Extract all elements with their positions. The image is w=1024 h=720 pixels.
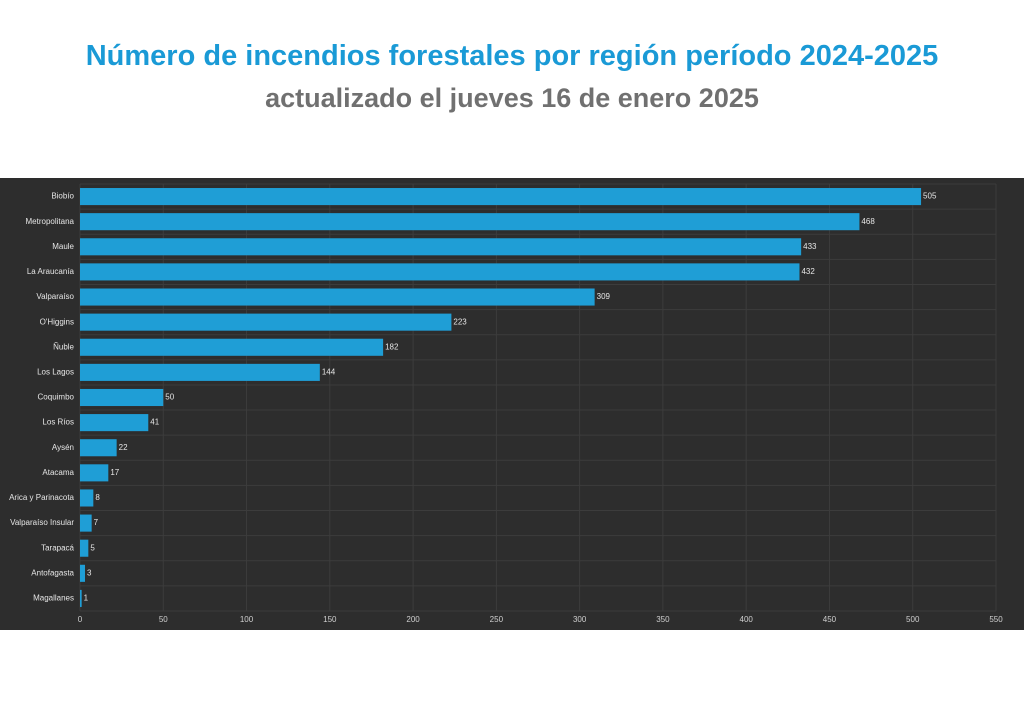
x-tick-label: 250 bbox=[490, 615, 504, 624]
category-label: Magallanes bbox=[33, 594, 74, 603]
x-tick-label: 50 bbox=[159, 615, 168, 624]
data-label: 50 bbox=[165, 393, 174, 402]
category-label: Biobío bbox=[51, 192, 74, 201]
category-label: Aysén bbox=[52, 443, 74, 452]
x-tick-label: 450 bbox=[823, 615, 837, 624]
bar bbox=[80, 439, 117, 457]
chart-subtitle: actualizado el jueves 16 de enero 2025 bbox=[265, 83, 759, 113]
category-label: La Araucanía bbox=[27, 267, 75, 276]
chart-title: Número de incendios forestales por regió… bbox=[85, 40, 939, 72]
bar bbox=[80, 589, 82, 607]
category-label: Ñuble bbox=[53, 342, 74, 351]
bar bbox=[80, 313, 452, 331]
category-label: Atacama bbox=[42, 468, 74, 477]
data-label: 433 bbox=[803, 242, 817, 251]
category-label: Valparaíso Insular bbox=[10, 518, 74, 527]
x-tick-label: 150 bbox=[323, 615, 337, 624]
x-tick-label: 550 bbox=[989, 615, 1003, 624]
bar bbox=[80, 489, 94, 507]
bar bbox=[80, 263, 800, 281]
data-label: 144 bbox=[322, 367, 336, 376]
data-label: 8 bbox=[95, 493, 100, 502]
x-tick-label: 300 bbox=[573, 615, 587, 624]
bar bbox=[80, 564, 85, 582]
data-label: 41 bbox=[150, 418, 159, 427]
bar bbox=[80, 238, 802, 256]
category-label: Metropolitana bbox=[26, 217, 75, 226]
data-label: 468 bbox=[861, 217, 875, 226]
data-label: 5 bbox=[90, 543, 95, 552]
category-label: Los Ríos bbox=[42, 418, 74, 427]
bar bbox=[80, 388, 164, 407]
category-label: Maule bbox=[52, 242, 74, 251]
data-label: 22 bbox=[119, 443, 128, 452]
bar bbox=[80, 338, 384, 356]
x-tick-label: 500 bbox=[906, 615, 920, 624]
bar bbox=[80, 188, 922, 206]
chart-container: 0 50 100 150 200 250 300 350 400 450 500 550 Biobío 5… bbox=[0, 178, 1024, 630]
data-label: 182 bbox=[385, 342, 399, 351]
data-label: 3 bbox=[87, 568, 92, 577]
bar bbox=[80, 514, 92, 532]
bar bbox=[80, 363, 320, 381]
category-label: Arica y Parinacota bbox=[9, 493, 74, 502]
bar bbox=[80, 464, 109, 482]
x-tick-label: 400 bbox=[740, 615, 754, 624]
data-label: 505 bbox=[923, 192, 937, 201]
bar bbox=[80, 539, 89, 557]
data-label: 7 bbox=[94, 518, 99, 527]
category-label: Los Lagos bbox=[37, 367, 74, 376]
data-label: 309 bbox=[597, 292, 611, 301]
data-label: 223 bbox=[453, 317, 467, 326]
category-label: Valparaíso bbox=[36, 292, 74, 301]
bar bbox=[80, 213, 860, 231]
data-label: 1 bbox=[84, 594, 89, 603]
category-label: Coquimbo bbox=[38, 393, 75, 402]
x-tick-label: 350 bbox=[656, 615, 670, 624]
category-label: Tarapacá bbox=[41, 543, 74, 552]
data-label: 432 bbox=[801, 267, 815, 276]
bar bbox=[80, 288, 595, 306]
x-tick-label: 200 bbox=[406, 615, 420, 624]
x-tick-label: 100 bbox=[240, 615, 254, 624]
category-label: O'Higgins bbox=[40, 317, 74, 326]
category-label: Antofagasta bbox=[31, 568, 74, 577]
data-label: 17 bbox=[110, 468, 119, 477]
bar bbox=[80, 414, 149, 432]
x-tick-label: 0 bbox=[78, 615, 83, 624]
